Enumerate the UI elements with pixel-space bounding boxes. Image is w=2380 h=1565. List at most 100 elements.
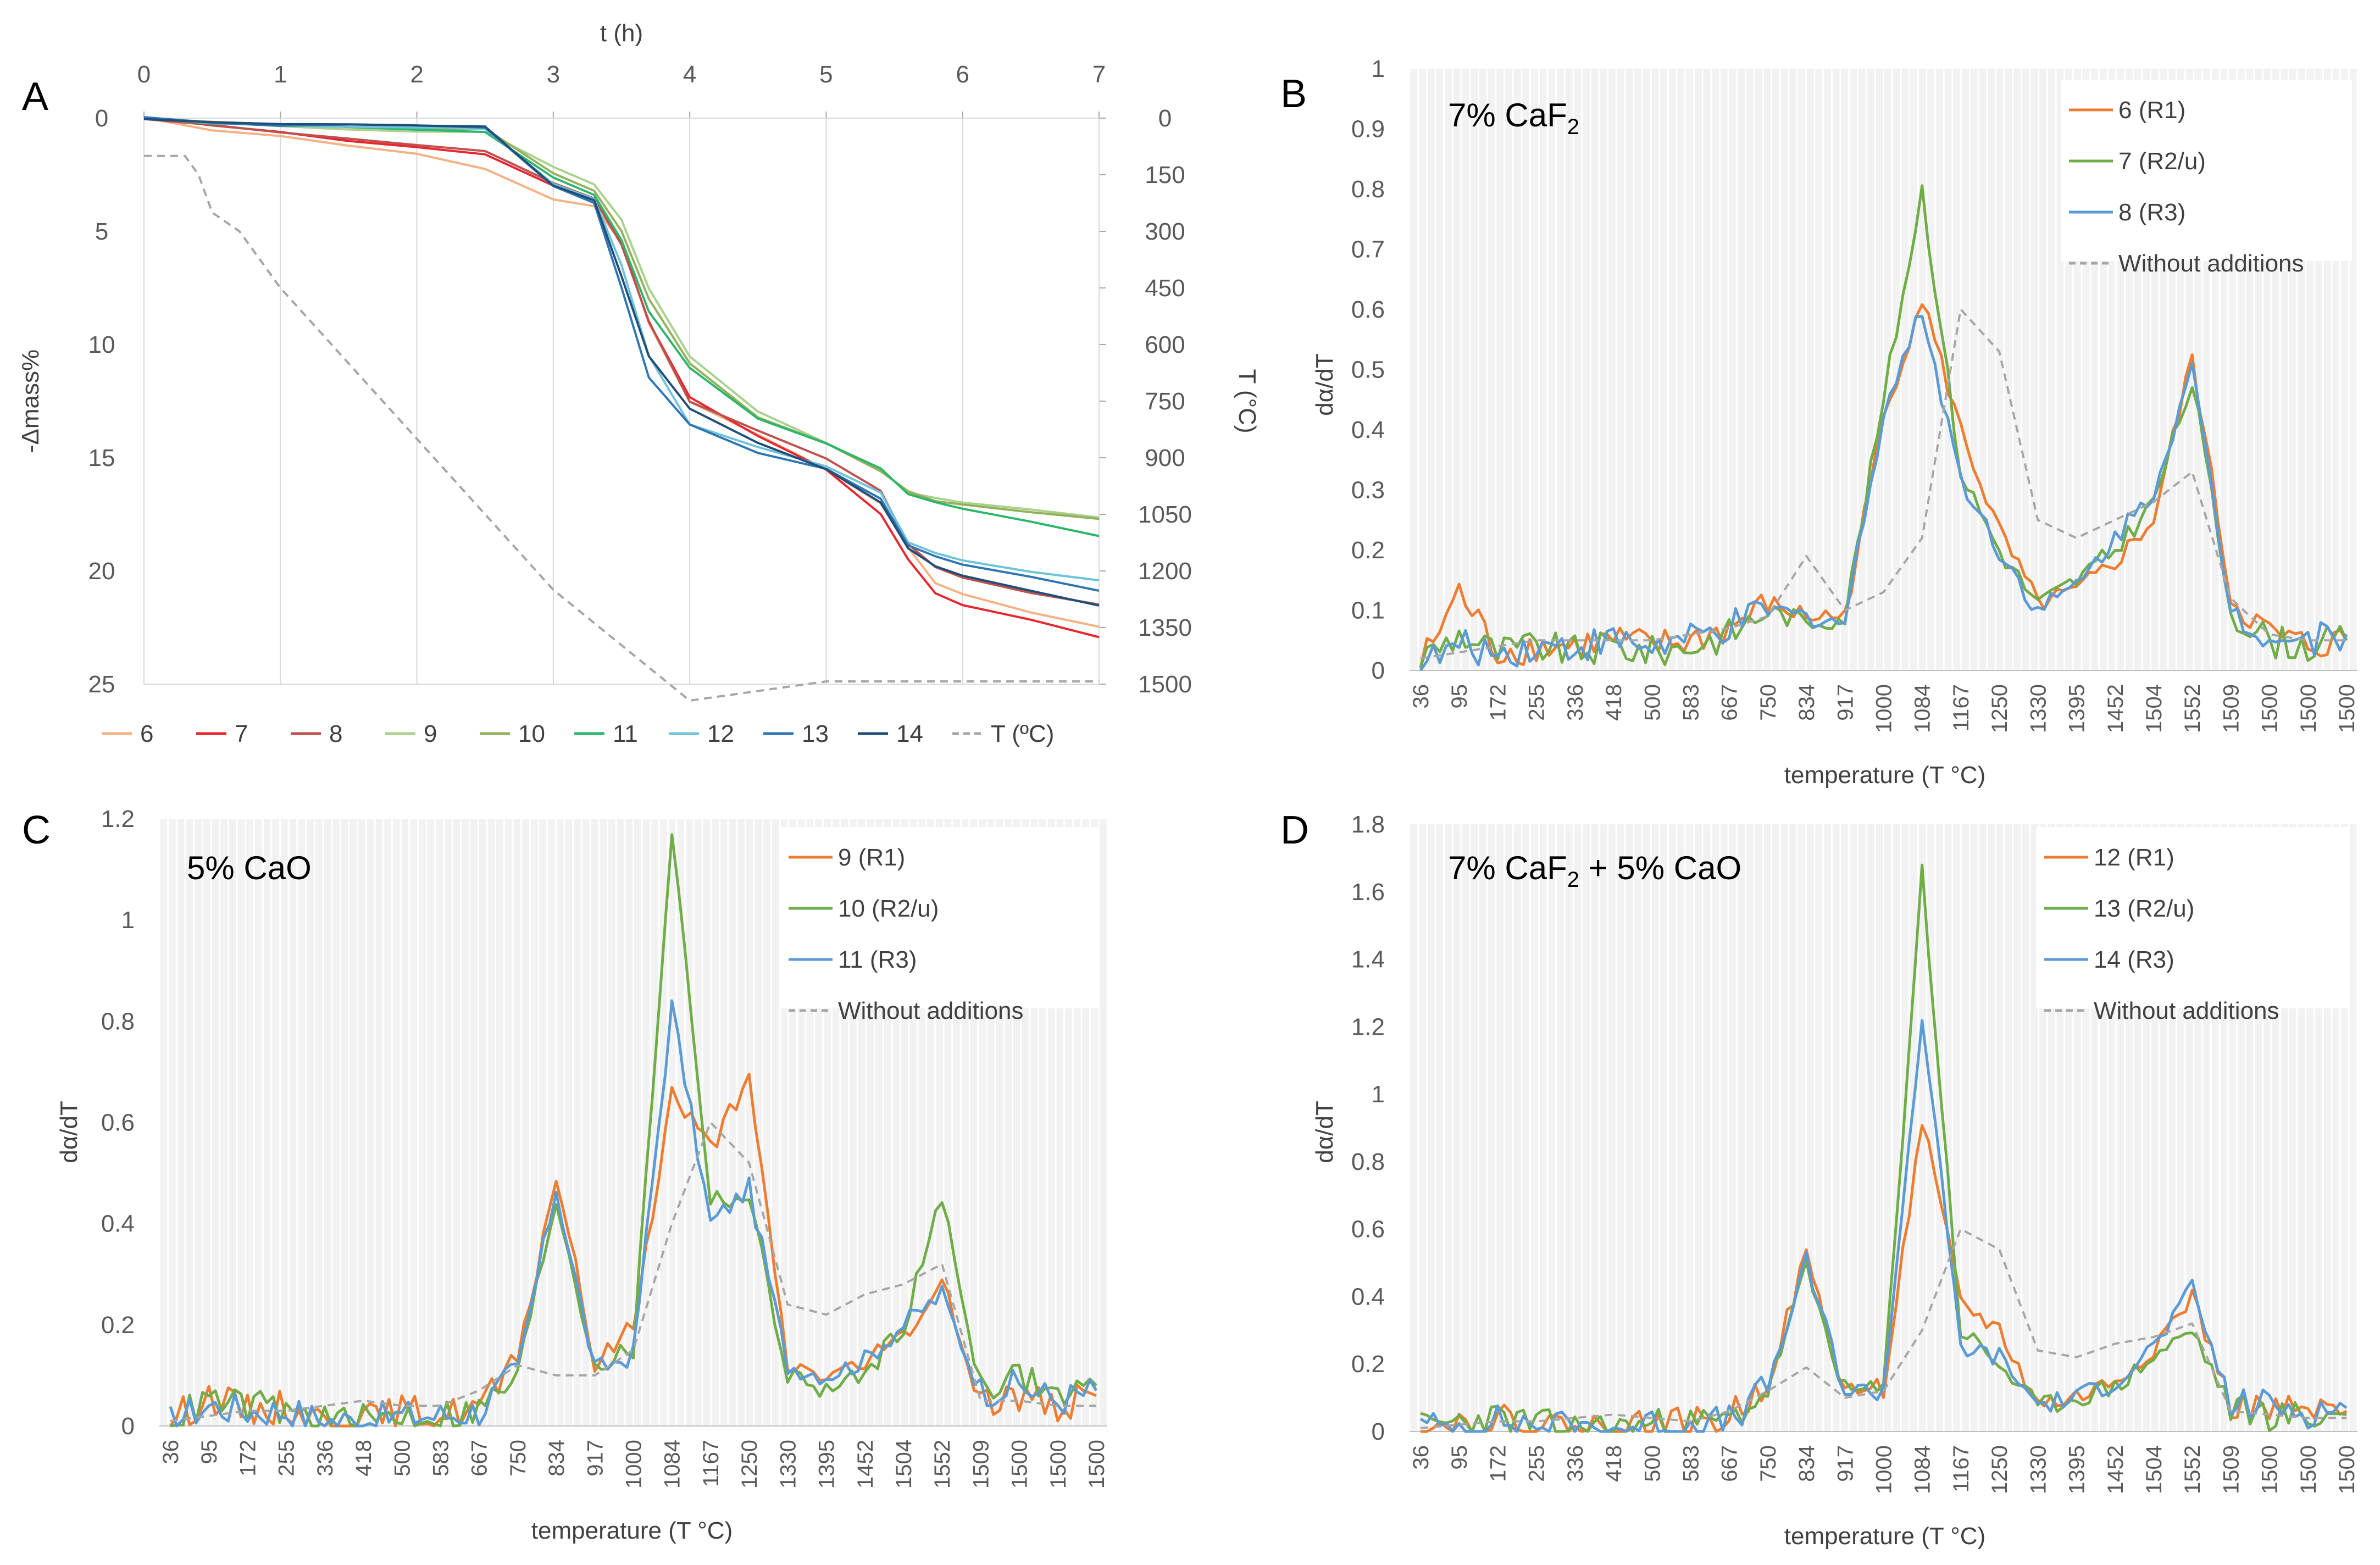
- panel-a-x-tick-label: 4: [683, 61, 696, 88]
- panel-a-series-14-line: [143, 118, 1100, 607]
- panel-a-x-tick-label: 5: [819, 61, 833, 88]
- panel-c-y-tick-label: 0.4: [101, 1211, 135, 1237]
- panel-c-x-tick-label: 336: [313, 1440, 337, 1477]
- panel-a-y-axis-title: -Δmass%: [17, 349, 44, 453]
- panel-c-y-tick-label: 0.8: [101, 1008, 135, 1035]
- panel-c-series-line: [169, 999, 1098, 1428]
- panel-d-x-tick-label: 834: [1795, 1445, 1819, 1482]
- panel-b-legend: 6 (R1) 7 (R2/u) 8 (R3) Without additions: [2061, 80, 2352, 277]
- panel-c-x-ticks: 36 95 172 255 336 418 500 583 667 750 834 917 1000 10…: [159, 1440, 1109, 1489]
- panel-a-legend-label: 10: [518, 720, 545, 747]
- panel-c-x-tick-label: 1452: [853, 1440, 878, 1489]
- panel-c-x-tick-label: 1500: [1085, 1440, 1109, 1489]
- panel-d-x-tick-label: 500: [1640, 1445, 1665, 1482]
- panel-b-x-tick-label: 36: [1409, 684, 1433, 709]
- panel-c: C 0 0.2 0.4 0.6 0.8 1 1.2 36 95 172 255 336 418 500 5…: [22, 806, 1109, 1544]
- panel-d-y-tick-label: 0.2: [1351, 1351, 1385, 1378]
- panel-a-x-tick-label: 6: [956, 61, 969, 88]
- panel-a-series-11-line: [143, 116, 1100, 537]
- panel-a-legend-label: 11: [613, 720, 638, 747]
- panel-d-x-tick-label: 1552: [2181, 1445, 2205, 1494]
- panel-a-x-ticks: 0 1 2 3 4 5 6 7: [137, 61, 1106, 88]
- panel-b-x-tick-label: 1395: [2065, 684, 2089, 733]
- panel-c-y-tick-label: 0: [121, 1413, 135, 1440]
- panel-c-x-tick-label: 917: [583, 1440, 607, 1477]
- panel-b-x-tick-label: 1500: [2335, 684, 2359, 733]
- panel-b-x-tick-label: 1500: [2258, 684, 2282, 733]
- panel-d-x-tick-label: 172: [1486, 1445, 1510, 1482]
- panel-b-annotation: 7% CaF2: [1448, 97, 1579, 139]
- panel-d-x-tick-label: 1084: [1911, 1445, 1935, 1494]
- panel-c-x-tick-label: 418: [352, 1440, 376, 1477]
- panel-a-legend: 6 7 8 9 10 11 12 13 14 T (ºC): [102, 720, 1054, 747]
- panel-d-y-axis-title: dα/dT: [1311, 1101, 1338, 1163]
- panel-c-y-tick-label: 0.2: [101, 1312, 135, 1339]
- panel-d-x-ticks: 36 95 172 255 336 418 500 583 667 750 834 917 1000 10…: [1409, 1445, 2359, 1494]
- panel-c-x-tick-label: 1552: [930, 1440, 955, 1489]
- panel-b-y-tick-label: 0.2: [1351, 537, 1385, 564]
- panel-d-annotation: 7% CaF2 + 5% CaO: [1448, 850, 1741, 892]
- panel-a-y2-ticks: 0 150 300 450 600 750 900 1050 1200 1350 1500: [1138, 105, 1192, 698]
- panel-d-letter: D: [1280, 808, 1309, 852]
- panel-a-x-axis-title: t (h): [600, 20, 643, 47]
- panel-d-y-tick-label: 0.4: [1351, 1283, 1385, 1310]
- panel-a-y2-tick-label: 0: [1158, 105, 1172, 132]
- panel-b-series-line: [1419, 315, 2348, 671]
- panel-d-x-tick-label: 1395: [2065, 1445, 2089, 1494]
- panel-a-series-13-line: [143, 116, 1100, 592]
- panel-d-y-tick-label: 0: [1372, 1418, 1385, 1445]
- panel-b-series: [1419, 184, 2348, 671]
- panel-a-series-TC-line: [144, 154, 1099, 702]
- panel-d-y-tick-label: 1.8: [1351, 811, 1385, 838]
- panel-c-legend: 9 (R1) 10 (R2/u) 11 (R3) Without additions: [780, 827, 1099, 1024]
- panel-a-legend-label: 13: [802, 720, 829, 747]
- panel-d-legend-label: 14 (R3): [2094, 946, 2174, 973]
- panel-b-y-ticks: 0 0.1 0.2 0.3 0.4 0.5 0.6 0.7 0.8 0.9 1: [1351, 56, 1385, 684]
- panel-d-x-tick-label: 667: [1718, 1445, 1742, 1482]
- panel-b-legend-box: [2061, 80, 2352, 261]
- panel-d-x-axis-title: temperature (T °C): [1784, 1523, 1985, 1550]
- panel-d-x-tick-label: 1500: [2296, 1445, 2321, 1494]
- panel-b-y-tick-label: 0: [1372, 657, 1385, 684]
- panel-d-y-tick-label: 1.4: [1351, 946, 1385, 973]
- panel-b-x-tick-label: 172: [1486, 684, 1510, 721]
- panel-b-y-tick-label: 0.4: [1351, 417, 1385, 443]
- panel-d-y-tick-label: 0.8: [1351, 1148, 1385, 1175]
- panel-c-legend-label: 9 (R1): [838, 844, 905, 871]
- panel-a-y2-tick-label: 150: [1145, 162, 1185, 188]
- panel-c-x-tick-label: 1250: [737, 1440, 762, 1489]
- panel-d: D 00.20.40.60.811.21.41.61.8 36 95 172 255 3…: [1280, 808, 2359, 1550]
- panel-b-legend-label: 6 (R1): [2118, 97, 2185, 124]
- panel-c-y-tick-label: 1.2: [101, 806, 135, 833]
- panel-c-x-tick-label: 500: [390, 1440, 414, 1477]
- panel-b-y-tick-label: 0.1: [1351, 597, 1385, 624]
- panel-d-x-tick-label: 1509: [2219, 1445, 2243, 1494]
- panel-c-y-tick-label: 1: [121, 907, 135, 934]
- panel-d-x-tick-label: 418: [1602, 1445, 1626, 1482]
- panel-a-x-tick-label: 3: [547, 61, 560, 88]
- panel-d-legend-label: 13 (R2/u): [2094, 895, 2194, 922]
- panel-a-series-12-line: [143, 116, 1100, 582]
- panel-c-x-tick-label: 1167: [699, 1440, 723, 1487]
- panel-a-y2-tick-label: 1350: [1138, 614, 1192, 641]
- panel-d-x-tick-label: 36: [1409, 1445, 1433, 1470]
- panel-b-y-tick-label: 0.8: [1351, 176, 1385, 203]
- panel-d-x-tick-label: 583: [1679, 1445, 1703, 1482]
- panel-b-legend-label: Without additions: [2118, 250, 2304, 277]
- panel-d-y-tick-label: 1.6: [1351, 879, 1385, 906]
- panel-b-series-line: [1419, 184, 2348, 668]
- panel-b-x-tick-label: 1000: [1872, 684, 1896, 733]
- panel-b-y-axis-title: dα/dT: [1311, 353, 1338, 415]
- panel-b-x-tick-label: 1084: [1911, 684, 1935, 733]
- panel-d-y-tick-label: 1: [1372, 1081, 1385, 1108]
- panel-c-x-tick-label: 834: [545, 1440, 569, 1477]
- panel-c-x-axis-title: temperature (T °C): [531, 1517, 733, 1544]
- panel-a-series-6-line: [143, 116, 1100, 628]
- panel-b-legend-label: 7 (R2/u): [2118, 148, 2206, 175]
- panel-d-x-tick-label: 95: [1447, 1445, 1472, 1470]
- panel-a-y2-tick-label: 1050: [1138, 501, 1192, 528]
- panel-a-x-tick-label: 1: [274, 61, 287, 88]
- panel-a-y2-axis-title: T (°C): [1234, 369, 1261, 434]
